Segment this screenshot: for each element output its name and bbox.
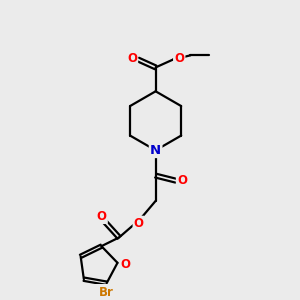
Text: O: O: [134, 217, 144, 230]
Text: O: O: [120, 258, 130, 271]
Text: O: O: [174, 52, 184, 64]
Text: Br: Br: [99, 286, 114, 299]
Text: O: O: [127, 52, 137, 64]
Text: N: N: [150, 144, 161, 157]
Text: O: O: [97, 210, 107, 223]
Text: O: O: [177, 174, 187, 187]
